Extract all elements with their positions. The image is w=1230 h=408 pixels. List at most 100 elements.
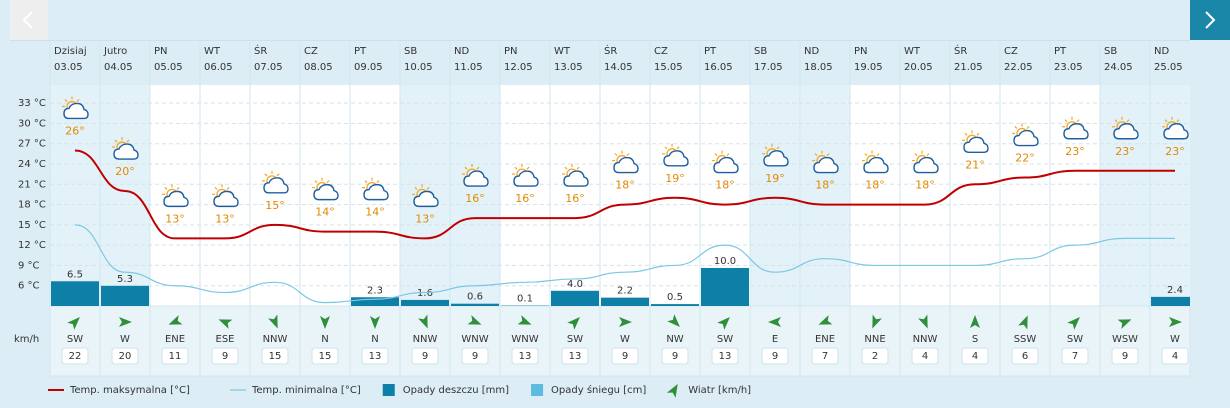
y-tick-label: 9 °C <box>18 260 40 271</box>
wind-speed: 4 <box>972 351 978 362</box>
rain-bar <box>401 299 449 306</box>
rain-label: 0.5 <box>667 292 683 303</box>
wind-unit: km/h <box>14 334 39 345</box>
weather-icon <box>762 143 789 167</box>
wind-speed-box <box>861 347 889 365</box>
day-name: Dzisiaj <box>54 46 87 57</box>
day-date: 08.05 <box>304 62 333 73</box>
wind-speed-box <box>611 347 639 365</box>
day-date: 05.05 <box>154 62 183 73</box>
day-column <box>50 85 100 306</box>
sun-ray <box>914 153 918 157</box>
wind-arrow <box>1067 317 1080 330</box>
wind-speed-box <box>361 347 389 365</box>
wind-direction: NNE <box>864 334 885 345</box>
wind-direction: W <box>120 334 130 345</box>
wind-speed-box <box>261 347 289 365</box>
sun-ray <box>414 186 418 190</box>
max-temp-label: 20° <box>115 165 135 178</box>
next-button[interactable] <box>1190 0 1230 40</box>
day-column <box>1000 85 1050 306</box>
wind-speed-box <box>711 347 739 365</box>
max-temp-label: 18° <box>865 179 885 192</box>
weather-icon <box>1112 116 1139 140</box>
day-date: 10.05 <box>404 62 433 73</box>
day-name: ŚR <box>954 44 967 57</box>
wind-direction: NNW <box>913 334 938 345</box>
wind-speed-box <box>1161 347 1189 365</box>
wind-direction: SW <box>67 334 83 345</box>
wind-speed-box <box>1061 347 1089 365</box>
prev-button[interactable] <box>10 0 48 40</box>
wind-arrow <box>872 314 882 329</box>
sun-ray <box>476 166 480 170</box>
sun-ray <box>776 146 780 150</box>
wind-arrow <box>268 314 278 329</box>
max-temp-label: 21° <box>965 158 985 171</box>
rain-bar <box>351 297 399 306</box>
temp-line <box>74 224 1175 304</box>
cloud <box>1163 123 1189 140</box>
rain-bar <box>101 285 149 306</box>
sun-ray <box>514 166 518 170</box>
sun-ray <box>126 139 130 143</box>
rain-label: 4.0 <box>567 279 583 290</box>
wind-arrow <box>818 315 833 325</box>
sun-ray <box>964 132 968 136</box>
max-temp-label: 19° <box>665 172 685 185</box>
day-date: 19.05 <box>854 62 883 73</box>
day-name: SB <box>1104 46 1117 57</box>
wind-speed-box <box>411 347 439 365</box>
wind-speed: 9 <box>622 351 628 362</box>
max-temp-label: 18° <box>715 179 735 192</box>
rain-label: 5.3 <box>117 274 133 285</box>
legend-label: Wiatr [km/h] <box>688 385 751 396</box>
sun-ray <box>676 146 680 150</box>
day-name: PN <box>154 46 168 57</box>
day-date: 17.05 <box>754 62 783 73</box>
cloud <box>763 150 789 167</box>
rain-label: 2.2 <box>617 286 633 297</box>
wind-direction: E <box>772 334 778 345</box>
cloud <box>563 170 589 187</box>
day-date: 13.05 <box>554 62 583 73</box>
weather-icon <box>862 150 889 174</box>
wind-speed: 9 <box>422 351 428 362</box>
wind-speed-box <box>311 347 339 365</box>
weather-icon <box>362 177 389 201</box>
legend-swatch <box>531 384 544 396</box>
sun-ray <box>376 180 380 184</box>
sun-ray <box>1026 126 1030 129</box>
weather-icon <box>1162 116 1189 140</box>
wind-direction: N <box>321 334 328 345</box>
wind-direction: NNW <box>263 334 288 345</box>
day-column <box>100 85 150 306</box>
max-temp-label: 18° <box>915 179 935 192</box>
day-column <box>850 85 900 306</box>
sun-ray <box>814 153 818 157</box>
day-column <box>500 85 550 306</box>
wind-speed: 13 <box>569 351 582 362</box>
wind-speed-box <box>111 347 139 365</box>
day-date: 03.05 <box>54 62 83 73</box>
weather-icon <box>812 150 839 174</box>
sun-ray <box>726 153 730 157</box>
sun-ray <box>864 153 868 157</box>
max-temp-label: 19° <box>765 172 785 185</box>
weather-icon <box>412 184 439 208</box>
sun-ray <box>164 186 168 190</box>
sun-ray <box>526 166 530 170</box>
cloud <box>1063 123 1089 140</box>
wind-direction: NNW <box>413 334 438 345</box>
wind-arrow <box>320 316 330 329</box>
wind-speed: 13 <box>719 351 732 362</box>
wind-speed: 9 <box>772 351 778 362</box>
wind-speed: 9 <box>472 351 478 362</box>
weather-icon <box>312 177 339 201</box>
rain-bar <box>701 267 749 306</box>
wind-arrow <box>418 314 428 329</box>
rain-label: 10.0 <box>714 256 736 267</box>
rain-bar <box>651 304 699 306</box>
y-tick-label: 12 °C <box>18 240 46 251</box>
day-date: 22.05 <box>1004 62 1033 73</box>
